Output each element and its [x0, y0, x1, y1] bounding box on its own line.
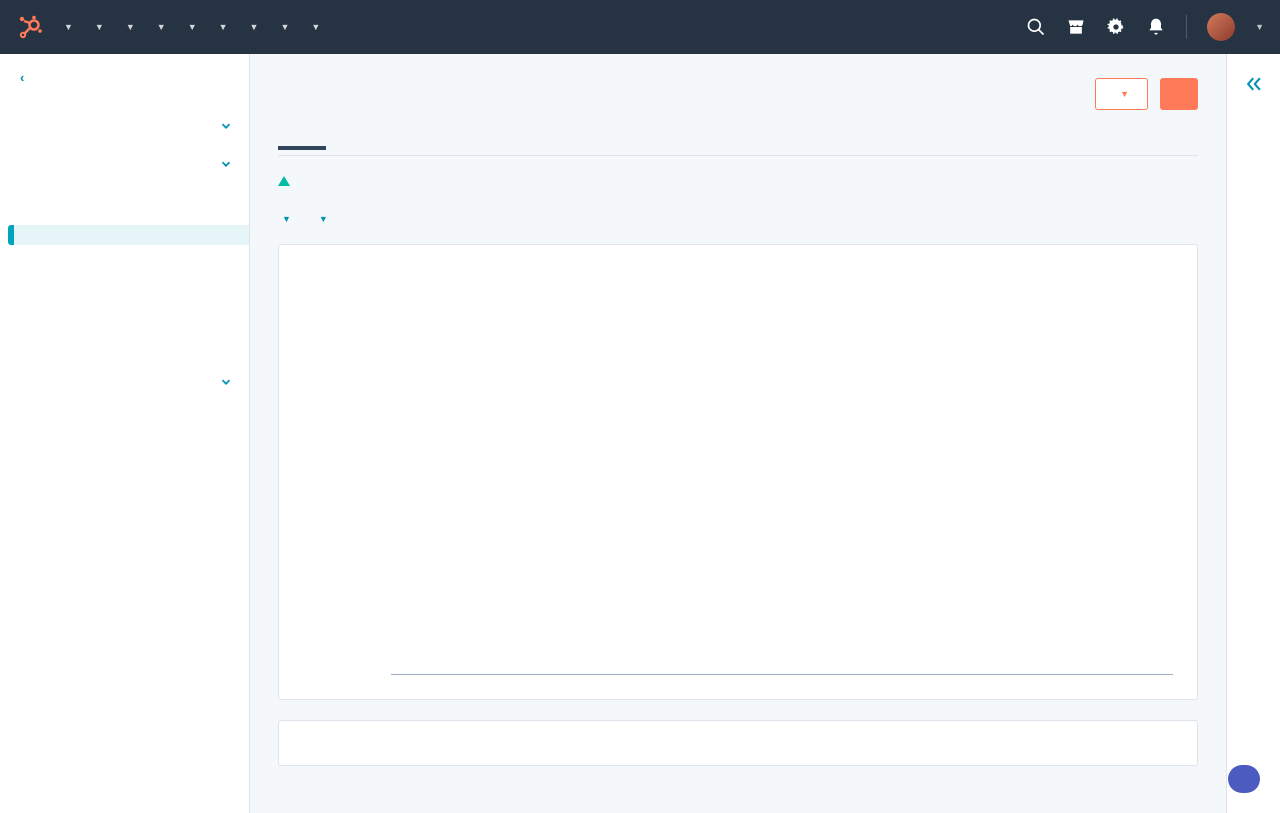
chevron-down-icon: [219, 119, 233, 137]
marketplace-icon[interactable]: [1066, 17, 1086, 37]
chevron-down-icon: ▼: [282, 214, 291, 224]
sidebar-item-historical-snapshots[interactable]: [20, 285, 249, 305]
y-axis: [311, 275, 391, 675]
nav-service[interactable]: ▼: [184, 22, 197, 32]
chevron-down-icon: ▼: [219, 22, 228, 32]
chevron-down-icon: ▼: [250, 22, 259, 32]
sidebar-item-deal-funnel[interactable]: [20, 205, 249, 225]
bell-icon[interactable]: [1146, 17, 1166, 37]
chart-bars: [391, 275, 1173, 674]
nav-marketplace[interactable]: ▼: [276, 22, 289, 32]
right-rail: [1226, 54, 1280, 813]
sidebar-item-quota-attainment[interactable]: [20, 305, 249, 325]
hubspot-logo-icon[interactable]: [16, 13, 44, 41]
chevron-down-icon: ▼: [280, 22, 289, 32]
chevron-down-icon: ▼: [126, 22, 135, 32]
chevron-down-icon: ▼: [311, 22, 320, 32]
y-axis-label: [303, 275, 311, 675]
nav-marketing[interactable]: ▼: [122, 22, 135, 32]
chevron-down-icon: ▼: [188, 22, 197, 32]
chevron-down-icon[interactable]: ▼: [1255, 22, 1264, 32]
nav-divider: [1186, 15, 1187, 39]
sidebar-item-weighted-forecast-category[interactable]: [20, 325, 249, 345]
chevron-down-icon: ▼: [95, 22, 104, 32]
help-button[interactable]: [1228, 765, 1260, 793]
sidebar-subitems: [20, 185, 249, 365]
main-content: ▼ ▼ ▼: [250, 54, 1226, 813]
sidebar-group-forecasts[interactable]: [20, 147, 249, 185]
chart-card-next: [278, 720, 1198, 766]
sidebar-item-deal-pipeline-waterfall[interactable]: [8, 225, 249, 245]
sidebar-item-weighted-pipeline-forecast[interactable]: [20, 345, 249, 365]
back-link[interactable]: ‹: [20, 70, 249, 85]
triangle-up-icon: [278, 176, 290, 186]
filter-changes: ▼: [315, 206, 328, 224]
filter-close-date: ▼: [278, 206, 291, 224]
filter-row: ▼ ▼: [278, 206, 1198, 224]
nav-sales[interactable]: ▼: [153, 22, 166, 32]
top-nav: ▼ ▼ ▼ ▼ ▼ ▼ ▼ ▼ ▼ ▼: [0, 0, 1280, 54]
tab-summary[interactable]: [278, 122, 326, 150]
chevron-down-icon: [219, 375, 233, 393]
sidebar-group-coach[interactable]: [20, 109, 249, 147]
collapse-icon[interactable]: [1244, 74, 1264, 813]
gear-icon[interactable]: [1106, 17, 1126, 37]
actions-button[interactable]: ▼: [1095, 78, 1148, 110]
filter-close-date-value[interactable]: ▼: [278, 214, 291, 224]
filter-changes-value[interactable]: ▼: [315, 214, 328, 224]
nav-items: ▼ ▼ ▼ ▼ ▼ ▼ ▼ ▼ ▼: [60, 22, 1026, 32]
sidebar: ‹: [0, 54, 250, 813]
chevron-down-icon: ▼: [64, 22, 73, 32]
tabs: [278, 122, 1198, 156]
chevron-down-icon: ▼: [319, 214, 328, 224]
waterfall-chart: [303, 275, 1173, 675]
chevron-down-icon: [219, 157, 233, 175]
search-icon[interactable]: [1026, 17, 1046, 37]
chart-card: [278, 244, 1198, 700]
chevron-down-icon: ▼: [157, 22, 166, 32]
nav-right: ▼: [1026, 13, 1264, 41]
sidebar-item-deal-push-rate[interactable]: [20, 245, 249, 265]
nav-conversations[interactable]: ▼: [91, 22, 104, 32]
save-report-button[interactable]: [1160, 78, 1198, 110]
increase-line: [278, 176, 1198, 186]
sidebar-item-deal-change-history[interactable]: [20, 185, 249, 205]
chevron-left-icon: ‹: [20, 70, 24, 85]
nav-contacts[interactable]: ▼: [60, 22, 73, 32]
chart-plot: [391, 275, 1173, 675]
nav-automation[interactable]: ▼: [215, 22, 228, 32]
avatar[interactable]: [1207, 13, 1235, 41]
sidebar-group-outcomes[interactable]: [20, 365, 249, 403]
sidebar-item-forecast-category[interactable]: [20, 265, 249, 285]
chevron-down-icon: ▼: [1120, 89, 1129, 99]
nav-partner[interactable]: ▼: [307, 22, 320, 32]
nav-reports[interactable]: ▼: [246, 22, 259, 32]
